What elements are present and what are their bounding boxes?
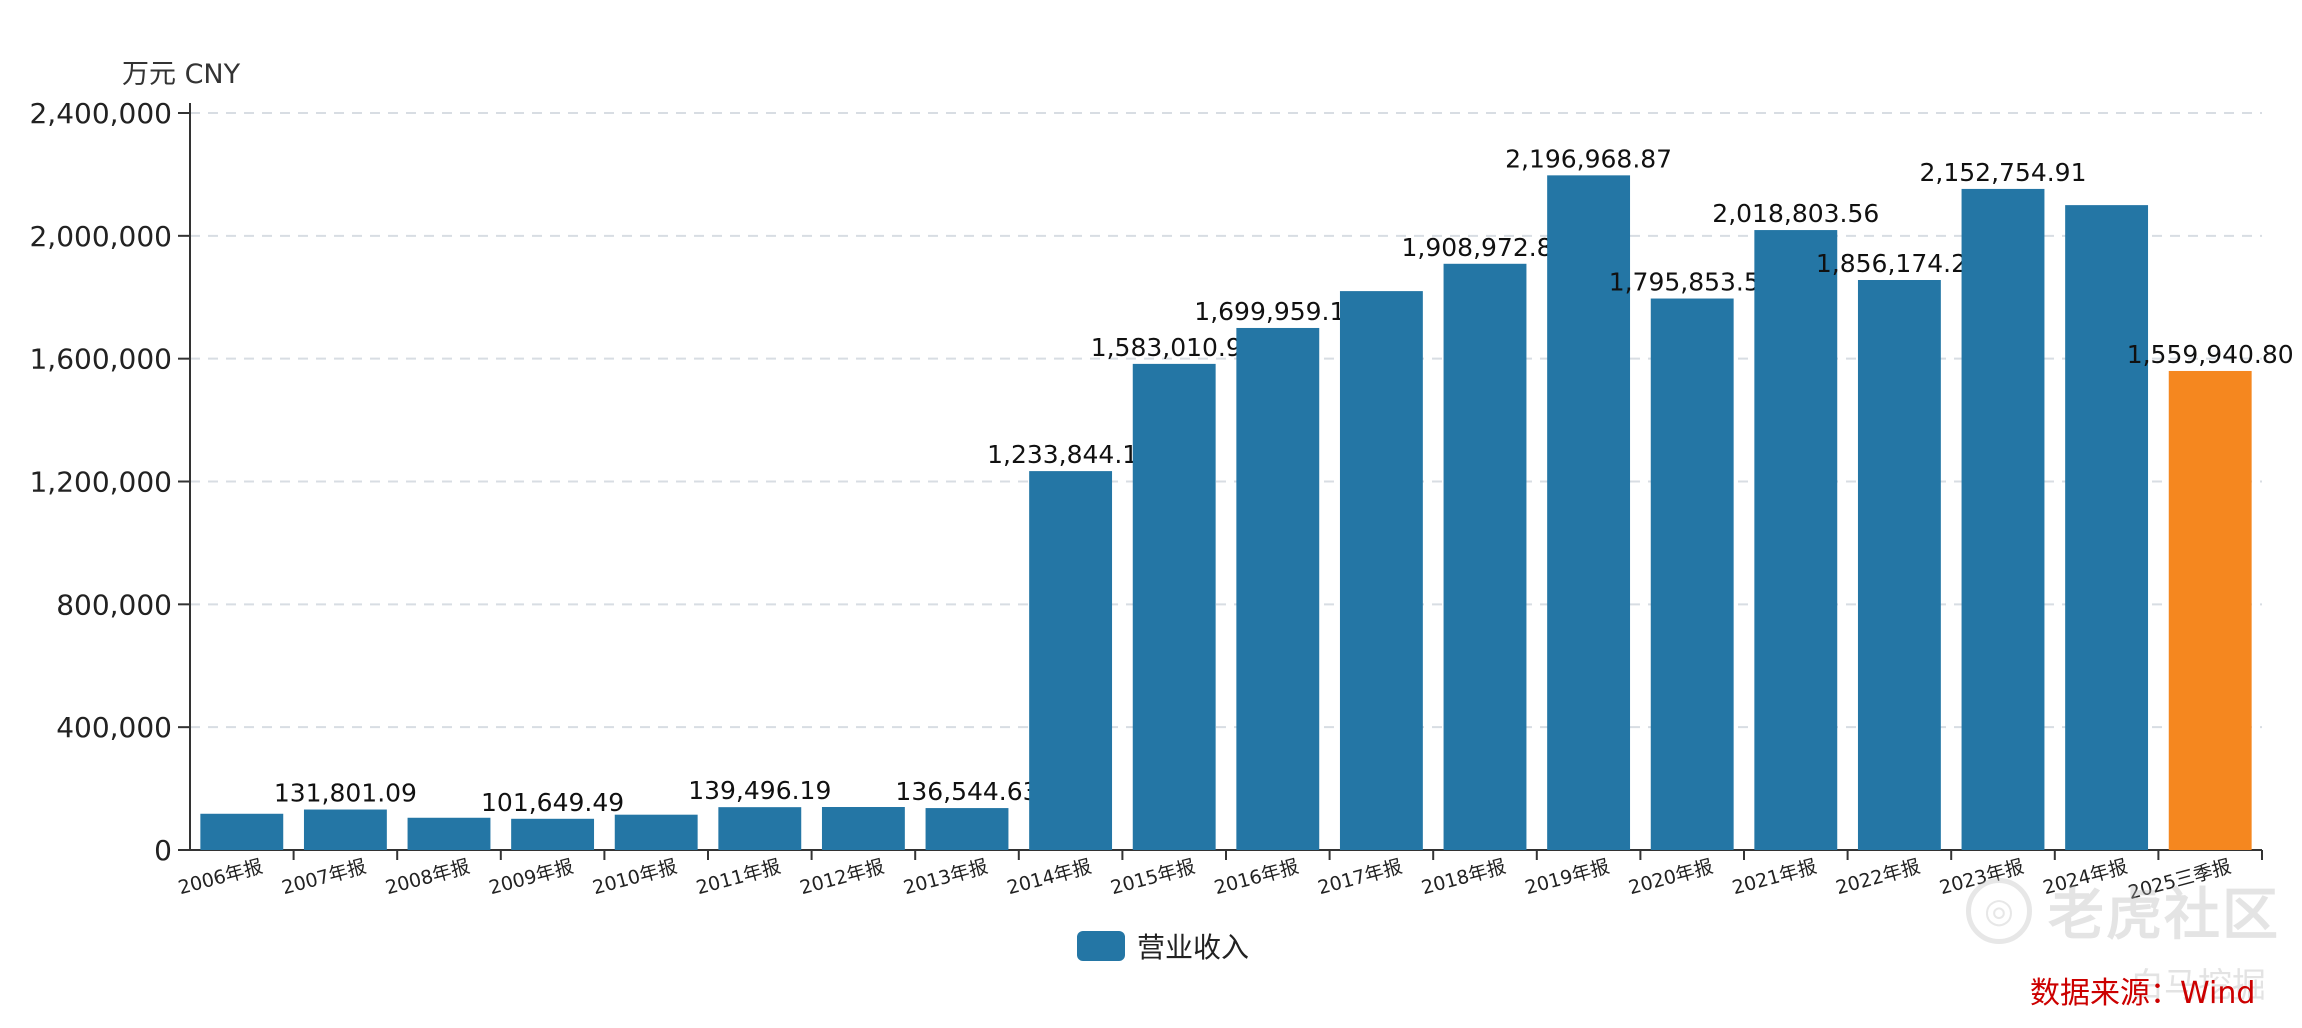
- x-tick-label: 2021年报: [1730, 856, 1819, 900]
- bar-value-label: 1,856,174.22: [1816, 249, 1983, 278]
- bar: [303, 809, 387, 850]
- x-tick-label: 2010年报: [590, 856, 679, 900]
- bar: [200, 813, 284, 850]
- bar: [2065, 205, 2149, 850]
- x-tick-label: 2016年报: [1212, 856, 1301, 900]
- bar: [1754, 230, 1838, 850]
- x-tick-label: 2011年报: [694, 856, 783, 900]
- legend[interactable]: 营业收入: [1077, 926, 1249, 966]
- bar-value-label: 101,649.49: [481, 788, 624, 817]
- bar-value-label: 139,496.19: [688, 776, 831, 805]
- x-tick-label: 2018年报: [1419, 856, 1508, 900]
- legend-label: 营业收入: [1137, 931, 1250, 964]
- bar: [1650, 298, 1734, 850]
- y-tick-label: 400,000: [56, 711, 172, 744]
- tiger-logo-icon: ◎: [1966, 877, 2032, 944]
- legend-swatch: [1077, 931, 1125, 961]
- bar: [407, 817, 491, 850]
- bar-value-label: 136,544.63: [895, 777, 1038, 806]
- bar-value-label: 1,699,959.17: [1194, 297, 1361, 326]
- x-tick-label: 2008年报: [383, 856, 472, 900]
- x-tick-label: 2017年报: [1316, 856, 1405, 900]
- x-tick-label: 2022年报: [1834, 856, 1923, 900]
- x-tick-label: 2009年报: [487, 856, 576, 900]
- x-tick-label: 2015年报: [1108, 856, 1197, 900]
- y-tick-label: 800,000: [56, 588, 172, 621]
- data-source-label: 数据来源：Wind: [2030, 976, 2256, 1011]
- y-tick-label: 1,200,000: [29, 466, 172, 499]
- bar: [1029, 471, 1113, 850]
- bar: [1961, 188, 2045, 850]
- watermark-text: 老虎社区: [2048, 883, 2280, 948]
- bar: [821, 807, 905, 850]
- bar-value-label: 1,583,010.96: [1091, 333, 1258, 362]
- x-tick-label: 2012年报: [798, 856, 887, 900]
- bar: [1236, 327, 1320, 850]
- bar: [511, 818, 595, 850]
- bar-value-label: 131,801.09: [274, 779, 417, 808]
- x-tick-label: 2013年报: [901, 856, 990, 900]
- y-tick-label: 0: [154, 834, 172, 867]
- watermark-subtext: 白马挖掘: [2130, 966, 2266, 1006]
- y-tick-label: 1,600,000: [29, 343, 172, 376]
- bar-value-label: 2,152,754.91: [1920, 158, 2087, 187]
- bar: [2168, 370, 2252, 850]
- x-tick-label: 2014年报: [1005, 856, 1094, 900]
- bar: [1443, 263, 1527, 850]
- bar-value-label: 2,196,968.87: [1505, 144, 1672, 173]
- bar: [718, 807, 802, 850]
- bar: [1857, 279, 1941, 850]
- y-tick-label: 2,400,000: [29, 97, 172, 130]
- watermark: ◎ 老虎社区: [1966, 870, 2280, 951]
- bar-value-label: 1,908,972.84: [1402, 233, 1569, 262]
- bar: [1547, 175, 1631, 850]
- x-tick-label: 2006年报: [176, 856, 265, 900]
- y-tick-label: 2,000,000: [29, 220, 172, 253]
- y-axis-unit-label: 万元 CNY: [122, 59, 241, 90]
- x-tick-label: 2019年报: [1523, 856, 1612, 900]
- bar-value-label: 1,795,853.59: [1609, 268, 1776, 297]
- bar: [925, 808, 1009, 850]
- bar: [1132, 363, 1216, 850]
- bar-value-label: 2,018,803.56: [1712, 199, 1879, 228]
- bar: [1339, 291, 1423, 850]
- x-tick-label: 2007年报: [280, 856, 369, 900]
- bar-value-label: 1,559,940.80: [2127, 340, 2294, 369]
- x-tick-label: 2020年报: [1626, 856, 1715, 900]
- bar-value-label: 1,233,844.11: [987, 440, 1154, 469]
- bar: [614, 814, 698, 850]
